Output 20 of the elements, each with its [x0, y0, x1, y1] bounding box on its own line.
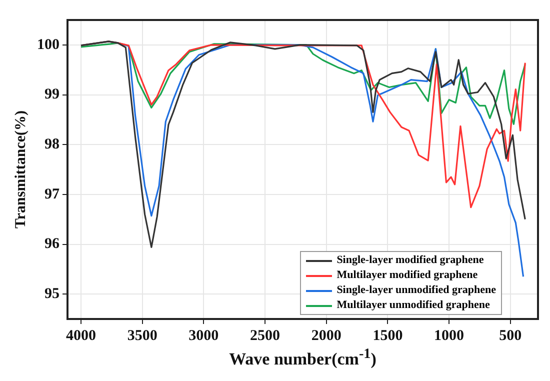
x-tick-label: 3500: [127, 328, 158, 344]
y-axis-title: Transmittance(%): [12, 110, 29, 229]
x-tick-label: 1500: [372, 328, 403, 344]
y-tick-label: 97: [44, 186, 60, 202]
x-tick-label: 3000: [188, 328, 219, 344]
x-tick-label: 500: [499, 328, 522, 344]
legend-label: Multilayer unmodified graphene: [336, 298, 490, 313]
y-tick-label: 98: [44, 136, 60, 152]
x-tick-label: 2500: [250, 328, 280, 344]
legend-label: Single-layer modified graphene: [336, 253, 484, 268]
x-tick-label: 2000: [311, 328, 342, 344]
y-tick-label: 96: [44, 236, 60, 252]
x-tick-label: 1000: [434, 328, 464, 344]
y-tick-label: 95: [44, 286, 60, 302]
x-tick-label: 4000: [66, 328, 96, 344]
y-tick-label: 99: [44, 86, 60, 103]
legend-label: Multilayer modified graphene: [336, 268, 478, 283]
legend-label: Single-layer unmodified graphene: [336, 283, 496, 298]
x-axis-title: Wave number(cm$^{-1}$): [228, 346, 378, 370]
y-tick-label: 100: [37, 36, 60, 53]
